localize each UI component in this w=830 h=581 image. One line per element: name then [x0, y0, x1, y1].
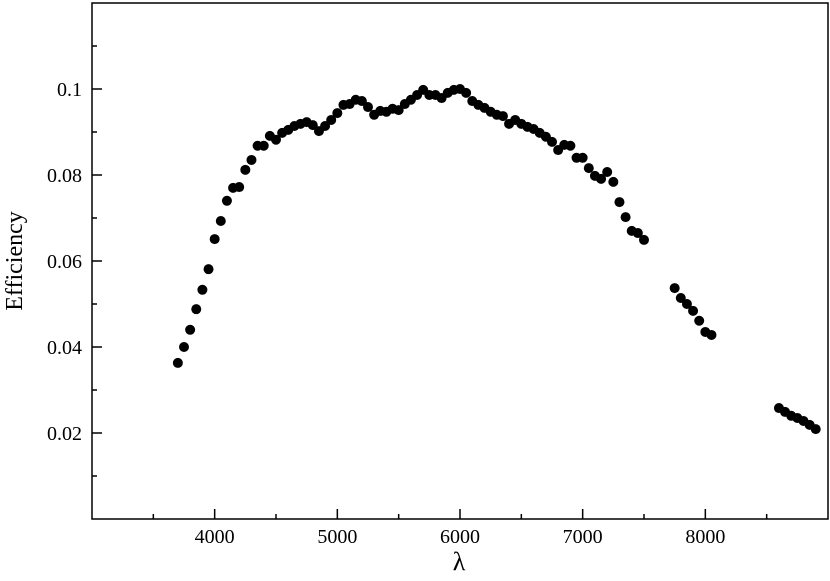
data-point	[706, 329, 717, 340]
x-tick-label: 7000	[563, 526, 603, 548]
data-point	[810, 424, 821, 435]
data-point	[307, 120, 318, 131]
data-point	[258, 140, 269, 151]
data-point	[614, 197, 625, 208]
data-point	[271, 134, 281, 145]
data-point	[215, 216, 226, 227]
data-point	[688, 305, 699, 316]
data-point	[326, 114, 337, 125]
data-point	[363, 102, 373, 113]
data-point	[172, 357, 183, 368]
data-point	[681, 299, 692, 309]
x-tick-label: 8000	[685, 526, 725, 548]
data-point	[608, 176, 619, 187]
y-tick-label: 0.04	[47, 337, 82, 359]
data-point	[393, 105, 404, 116]
data-point	[694, 315, 705, 326]
data-point	[246, 154, 257, 165]
data-point	[240, 164, 251, 175]
data-point	[461, 87, 472, 98]
data-point	[203, 264, 214, 275]
x-tick-label: 4000	[195, 526, 235, 548]
data-point	[583, 163, 594, 174]
x-tick-label: 5000	[317, 526, 357, 548]
data-point	[221, 195, 232, 206]
y-tick-label: 0.08	[47, 165, 82, 187]
data-point	[675, 292, 686, 303]
x-tick-label: 6000	[440, 526, 480, 548]
data-point	[320, 120, 331, 131]
data-point	[197, 284, 208, 295]
y-axis-label: Efficiency	[2, 211, 28, 311]
data-point	[632, 228, 643, 239]
data-point	[602, 166, 613, 177]
y-tick-label: 0.06	[47, 251, 82, 273]
y-tick-label: 0.02	[47, 423, 82, 445]
data-point	[191, 304, 202, 315]
data-point	[547, 136, 557, 147]
data-point	[209, 234, 220, 245]
data-point	[596, 173, 607, 184]
y-tick-label: 0.1	[57, 79, 82, 101]
data-point	[185, 324, 196, 335]
data-point	[332, 108, 343, 119]
data-point	[234, 182, 245, 193]
data-point	[565, 140, 576, 151]
data-point	[497, 111, 508, 122]
data-point	[356, 96, 367, 107]
plot-frame	[91, 2, 829, 520]
x-axis-label: λ	[453, 547, 466, 576]
data-point	[577, 152, 588, 163]
data-point	[620, 212, 631, 223]
data-point	[639, 234, 649, 245]
data-point	[179, 342, 189, 352]
data-point	[669, 283, 680, 294]
